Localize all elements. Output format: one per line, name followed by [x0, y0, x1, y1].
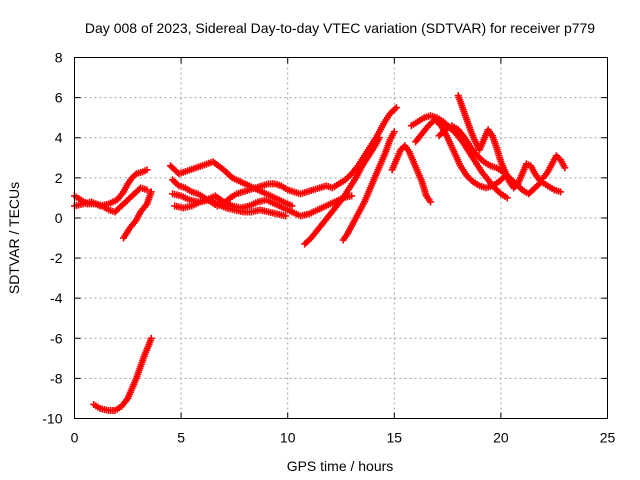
data-point — [427, 198, 435, 206]
series-arc-11 — [388, 142, 435, 206]
grid — [74, 57, 608, 419]
data-point — [147, 334, 155, 342]
data-point — [282, 212, 290, 220]
data-point — [557, 188, 565, 196]
chart-title: Day 008 of 2023, Sidereal Day-to-day VTE… — [85, 20, 595, 36]
x-tick-label: 25 — [600, 430, 616, 446]
x-tick-label: 20 — [493, 430, 509, 446]
y-tick-label: 8 — [55, 50, 63, 66]
data-point — [288, 202, 296, 210]
x-axis-label: GPS time / hours — [287, 458, 394, 474]
y-tick-label: -8 — [50, 370, 63, 386]
y-tick-label: 6 — [55, 90, 63, 106]
data-point — [131, 171, 139, 179]
y-tick-label: 0 — [55, 210, 63, 226]
data-points — [71, 92, 569, 414]
series-arc-14 — [454, 92, 569, 192]
y-tick-label: -6 — [50, 330, 63, 346]
y-tick-labels: -10 -8 -6 -4 -2 0 2 4 6 8 — [42, 50, 62, 427]
y-tick-label: -4 — [50, 290, 63, 306]
data-point — [390, 128, 398, 136]
axis-ticks — [74, 57, 608, 419]
series-arc-4 — [90, 334, 155, 414]
data-point — [375, 134, 383, 142]
y-axis-label: SDTVAR / TECUs — [6, 182, 22, 294]
data-point — [392, 104, 400, 112]
data-point — [147, 188, 155, 196]
data-point — [503, 194, 511, 202]
series-arc-3 — [120, 188, 155, 242]
x-tick-label: 5 — [177, 430, 185, 446]
x-tick-label: 10 — [280, 430, 296, 446]
x-tick-label: 0 — [71, 430, 79, 446]
data-point — [143, 166, 151, 174]
series-arc-15 — [435, 122, 565, 198]
data-point — [143, 186, 151, 194]
y-tick-label: -10 — [42, 411, 62, 427]
series-arc-9 — [301, 134, 383, 248]
data-point — [561, 164, 569, 172]
x-tick-label: 15 — [387, 430, 403, 446]
series-arc-7 — [171, 196, 290, 220]
data-point — [348, 192, 356, 200]
y-tick-label: 4 — [55, 130, 63, 146]
x-tick-labels: 0 5 10 15 20 25 — [71, 430, 616, 446]
series-arc-13 — [412, 116, 509, 192]
series-arc-8 — [166, 158, 296, 210]
y-tick-label: 2 — [55, 170, 63, 186]
plot-frame — [74, 57, 608, 419]
y-tick-label: -2 — [50, 250, 63, 266]
series-arc-10 — [339, 128, 398, 244]
